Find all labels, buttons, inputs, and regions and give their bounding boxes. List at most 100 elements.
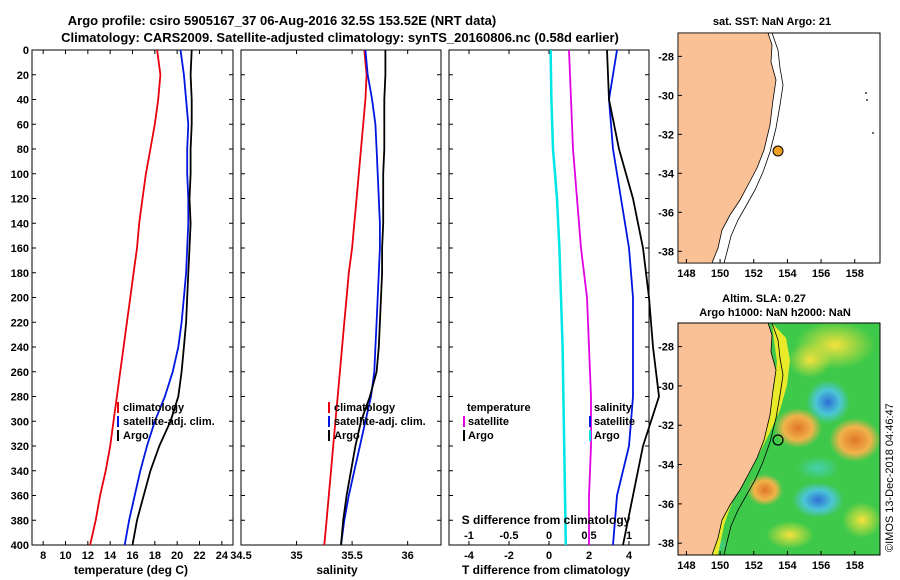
- lat-tick-label: -30: [658, 381, 674, 393]
- sla-blob: [796, 456, 840, 480]
- x-tick-label: 35.5: [341, 550, 362, 562]
- salinity-legend: climatology satellite-adj. clim. Argo: [328, 402, 426, 442]
- x-tick-label: 0: [546, 550, 552, 562]
- lat-tick-label: -38: [658, 246, 674, 258]
- map-bottom-title-1: Altim. SLA: 0.27: [722, 293, 806, 305]
- lon-tick-label: 150: [711, 560, 729, 572]
- depth-tick-label: 120: [11, 194, 29, 206]
- x-tick-label: 8: [40, 550, 46, 562]
- difference-xlabel-top: S difference from climatology: [462, 513, 631, 527]
- sla-blob: [788, 342, 832, 378]
- depth-tick-label: 180: [11, 268, 29, 280]
- lon-tick-label: 156: [812, 268, 830, 280]
- difference-legend: temperature satellite Argo salinity sate…: [463, 402, 635, 442]
- difference-panel-frame: [448, 49, 650, 546]
- title-line-1: Argo profile: csiro 5905167_37 06-Aug-20…: [68, 13, 496, 28]
- sla-blob: [842, 502, 880, 538]
- island-dot: [872, 132, 874, 134]
- map-bottom: [678, 323, 880, 555]
- top-tick-label: -1: [464, 530, 474, 542]
- depth-tick-label: 160: [11, 243, 29, 255]
- temperature-legend: climatology satellite-adj. clim. Argo: [117, 402, 215, 442]
- legend-label-argo: Argo: [334, 430, 360, 442]
- legend-label-temp-satellite: satellite: [468, 416, 509, 428]
- lon-tick-label: 152: [745, 268, 763, 280]
- depth-tick-label: 260: [11, 367, 29, 379]
- depth-tick-label: 0: [23, 45, 29, 57]
- map-top: [677, 32, 881, 264]
- island-dot: [866, 99, 868, 101]
- lat-tick-label: -34: [658, 460, 675, 472]
- x-tick-label: 2: [586, 550, 592, 562]
- legend-label-sal-satellite: satellite: [594, 416, 635, 428]
- lat-tick-label: -30: [658, 90, 674, 102]
- x-tick-label: 12: [82, 550, 94, 562]
- series-line-climatology: [323, 49, 368, 546]
- legend-label-climatology: climatology: [123, 402, 185, 414]
- legend-label-temperature: temperature: [467, 402, 531, 414]
- legend-label-satellite: satellite-adj. clim.: [123, 416, 215, 428]
- x-tick-label: 36: [402, 550, 414, 562]
- series-line-salinity-argo: [608, 49, 634, 546]
- depth-tick-label: 280: [11, 392, 29, 404]
- lat-tick-label: -28: [658, 51, 674, 63]
- depth-tick-label: 360: [11, 491, 29, 503]
- x-tick-label: 22: [193, 550, 205, 562]
- x-tick-label: 24: [216, 550, 229, 562]
- top-tick-label: 0: [546, 530, 552, 542]
- salinity-xlabel: salinity: [316, 563, 358, 577]
- depth-tick-label: 400: [11, 540, 29, 552]
- series-line-temperature-satellite: [568, 49, 592, 545]
- sla-blob: [766, 521, 814, 549]
- depth-tick-label: 340: [11, 466, 29, 478]
- lat-tick-label: -34: [658, 168, 675, 180]
- legend-label-argo: Argo: [123, 430, 149, 442]
- salinity-panel-frame: [240, 49, 442, 546]
- series-line-temperature-argo: [606, 49, 660, 546]
- island-dot: [865, 92, 867, 94]
- lon-tick-label: 154: [778, 268, 797, 280]
- lat-tick-label: -38: [658, 538, 674, 550]
- lon-tick-label: 148: [677, 560, 695, 572]
- argo-float-marker: [772, 434, 784, 446]
- argo-float-marker: [772, 145, 784, 157]
- map-bottom-land: [678, 323, 777, 555]
- depth-tick-label: 320: [11, 441, 29, 453]
- depth-axis: 0 20 40 60 80 100 120 140 160 180 200 220 240 260 280 3…: [11, 45, 649, 552]
- temperature-xlabel: temperature (deg C): [74, 563, 188, 577]
- sla-blob: [806, 380, 850, 424]
- x-tick-label: 34.5: [230, 550, 251, 562]
- title-line-2: Climatology: CARS2009. Satellite-adjuste…: [61, 30, 619, 45]
- temperature-chart: 8 10 12 14 16 18 20 22 24: [40, 49, 229, 562]
- lat-tick-label: -32: [658, 129, 674, 141]
- lon-tick-label: 152: [745, 560, 763, 572]
- x-tick-label: -4: [464, 550, 475, 562]
- map-bottom-isobath: [723, 323, 784, 555]
- x-tick-label: 18: [149, 550, 161, 562]
- depth-tick-label: 200: [11, 293, 29, 305]
- sla-blob: [747, 474, 783, 506]
- series-line-argo: [340, 50, 387, 546]
- sla-blob: [792, 482, 844, 518]
- legend-label-salinity: salinity: [594, 402, 633, 414]
- map-top-axes: 148 150 152 154 156 158 -28 -30 -32 -34 -36 -38: [658, 51, 864, 280]
- salinity-chart: 34.5 35 35.5 36: [230, 49, 414, 562]
- depth-tick-label: 380: [11, 515, 29, 527]
- lon-tick-label: 158: [846, 268, 864, 280]
- x-tick-label: 14: [104, 550, 117, 562]
- legend-label-satellite: satellite-adj. clim.: [334, 416, 426, 428]
- x-tick-label: 16: [126, 550, 138, 562]
- series-line-climatology: [89, 49, 162, 546]
- depth-tick-label: 40: [17, 95, 29, 107]
- difference-xlabel: T difference from climatology: [462, 563, 630, 577]
- lat-tick-label: -36: [658, 207, 674, 219]
- map-top-isobath: [723, 32, 784, 264]
- map-bottom-axes: 148 150 152 154 156 158 -28 -30 -32 -34 -36 -38: [658, 342, 864, 572]
- x-tick-label: -2: [504, 550, 514, 562]
- legend-label-sal-argo: Argo: [594, 430, 620, 442]
- depth-tick-label: 140: [11, 218, 29, 230]
- series-line-satellite-adj-clim-: [123, 49, 190, 546]
- imos-stamp: ©IMOS 13-Dec-2018 04:46:47: [884, 403, 896, 552]
- lon-tick-label: 158: [846, 560, 864, 572]
